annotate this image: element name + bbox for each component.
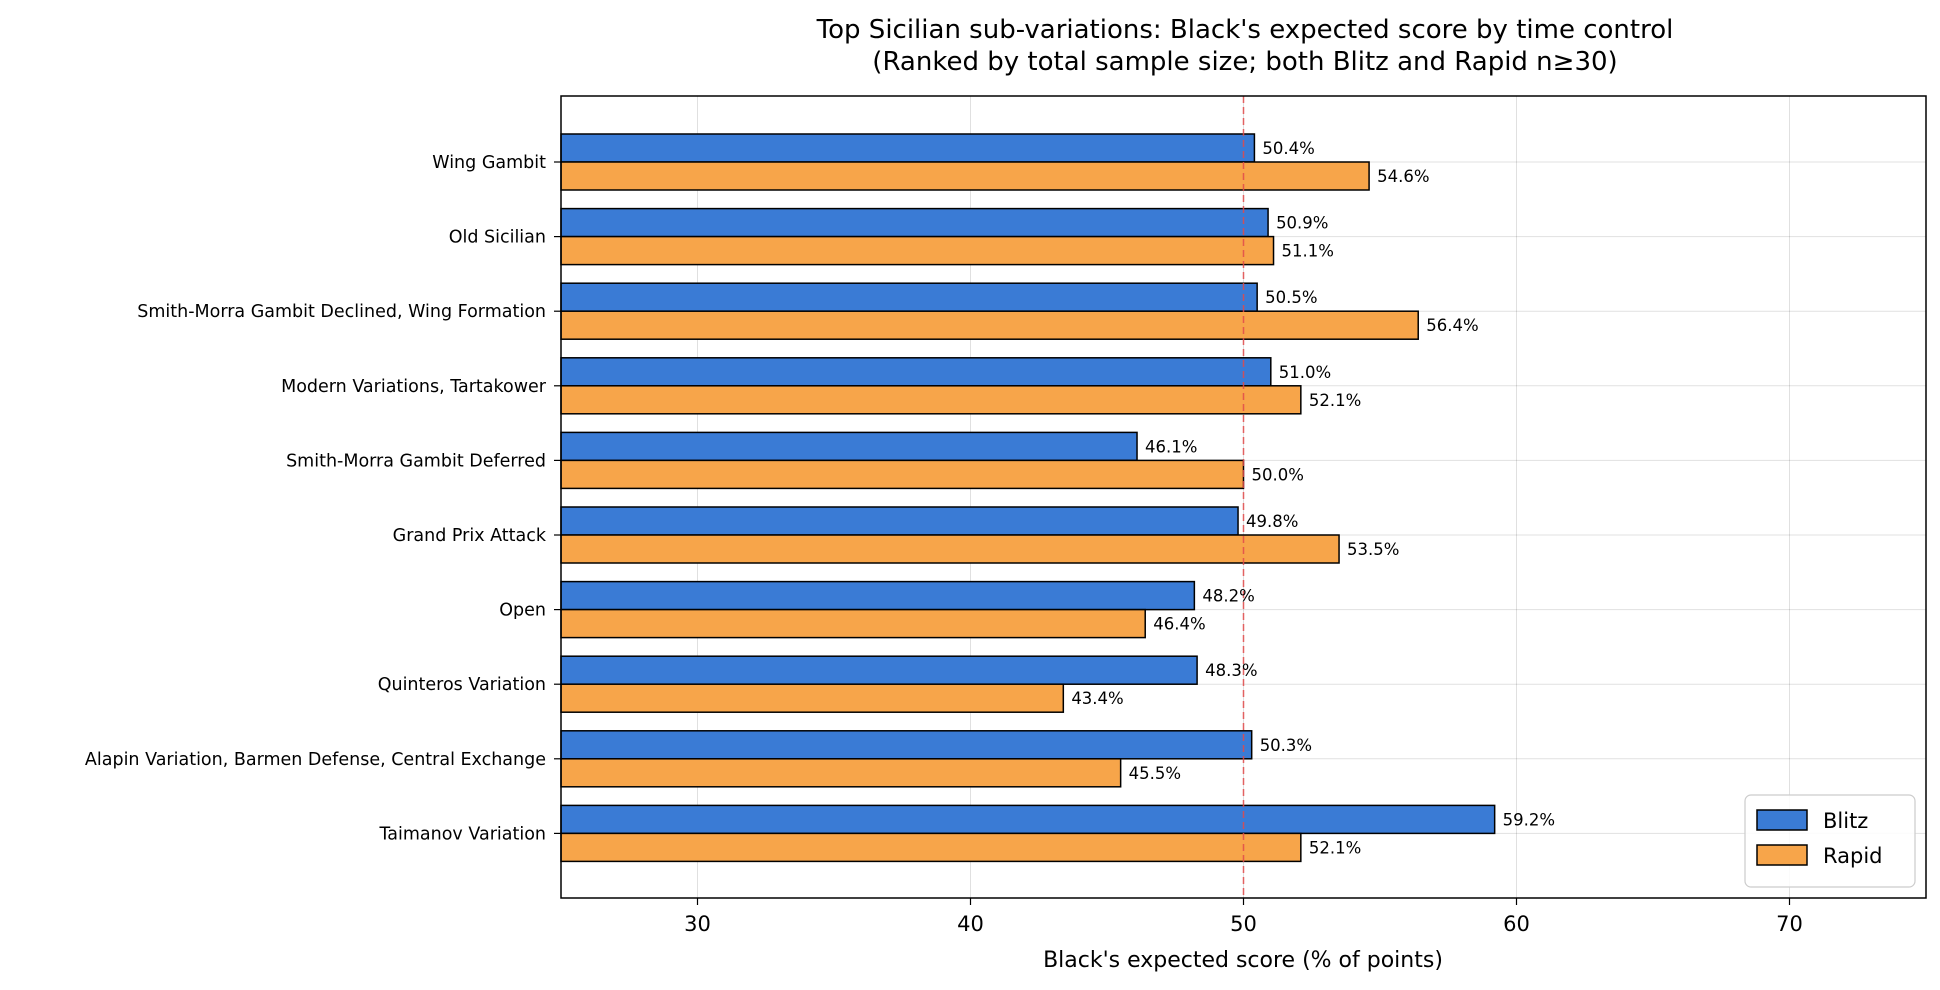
data-label: 50.3% [1260, 736, 1312, 755]
data-label: 50.4% [1262, 139, 1314, 158]
data-label: 52.1% [1309, 838, 1361, 857]
y-tick-label: Smith-Morra Gambit Deferred [286, 451, 546, 471]
legend-swatch-rapid [1756, 844, 1808, 866]
bar-blitz [560, 580, 1196, 611]
bar-blitz [560, 804, 1496, 835]
bar-rapid [560, 608, 1146, 639]
data-label: 52.1% [1309, 391, 1361, 410]
data-label: 49.8% [1246, 512, 1298, 531]
chart-subtitle: (Ranked by total sample size; both Blitz… [872, 47, 1617, 77]
data-label: 53.5% [1347, 540, 1399, 559]
data-label: 56.4% [1426, 316, 1478, 335]
bar-blitz [560, 655, 1198, 685]
y-tick-label: Quinteros Variation [378, 675, 546, 695]
y-tick-label: Smith-Morra Gambit Declined, Wing Format… [137, 302, 546, 322]
data-labels: 50.4% 54.6% 50.9% 51.1% 50.5% 56.4% 51.0% 52.1%… [1071, 139, 1555, 857]
x-tick-label: 30 [684, 912, 711, 936]
bar-rapid [560, 534, 1340, 564]
x-axis-tick-labels: 30 40 50 60 70 [684, 898, 1803, 936]
y-tick-label: Old Sicilian [449, 228, 546, 248]
legend-swatch-blitz [1756, 809, 1808, 831]
y-tick-label: Taimanov Variation [378, 824, 546, 844]
data-label: 59.2% [1503, 810, 1555, 829]
bar-rapid [560, 235, 1275, 266]
x-tick-label: 50 [1230, 912, 1257, 936]
data-label: 46.4% [1153, 615, 1205, 634]
bar-blitz [560, 357, 1272, 387]
plot-frame [560, 95, 1927, 899]
data-label: 51.0% [1279, 363, 1331, 382]
bar-rapid [560, 385, 1302, 415]
x-axis-label: Black's expected score (% of points) [1043, 948, 1443, 973]
data-label: 46.1% [1145, 437, 1197, 456]
bar-rapid [560, 459, 1245, 490]
bar-rapid [560, 758, 1122, 788]
data-label: 50.5% [1265, 288, 1317, 307]
x-tick-label: 60 [1503, 912, 1530, 936]
data-label: 48.3% [1205, 661, 1257, 680]
data-label: 50.9% [1276, 214, 1328, 233]
bar-blitz [560, 506, 1239, 536]
bar-blitz [560, 431, 1138, 462]
bar-rapid [560, 683, 1065, 713]
bar-blitz [560, 282, 1258, 312]
legend-label-blitz: Blitz [1823, 809, 1868, 833]
x-tick-label: 70 [1776, 912, 1803, 936]
y-tick-label: Modern Variations, Tartakower [281, 377, 547, 397]
y-tick-label: Grand Prix Attack [393, 526, 547, 546]
bar-rapid [560, 832, 1302, 863]
data-label: 54.6% [1377, 167, 1429, 186]
bar-blitz [560, 133, 1256, 163]
bar-blitz [560, 207, 1269, 238]
data-label: 45.5% [1129, 764, 1181, 783]
y-tick-label: Wing Gambit [432, 153, 546, 173]
y-axis-tick-labels: Wing Gambit Old Sicilian Smith-Morra Gambi… [85, 153, 561, 844]
legend-label-rapid: Rapid [1823, 844, 1883, 868]
data-label: 48.2% [1202, 587, 1254, 606]
y-tick-label: Open [499, 601, 546, 621]
bars [560, 133, 1496, 863]
x-tick-label: 40 [957, 912, 984, 936]
data-label: 43.4% [1071, 689, 1123, 708]
bar-rapid [560, 161, 1370, 191]
legend: Blitz Rapid [1744, 794, 1916, 888]
bar-blitz [560, 730, 1253, 760]
chart-title: Top Sicilian sub-variations: Black's exp… [816, 15, 1674, 45]
data-label: 51.1% [1282, 242, 1334, 261]
y-tick-label: Alapin Variation, Barmen Defense, Centra… [85, 750, 546, 770]
bar-rapid [560, 310, 1419, 340]
data-label: 50.0% [1252, 465, 1304, 484]
